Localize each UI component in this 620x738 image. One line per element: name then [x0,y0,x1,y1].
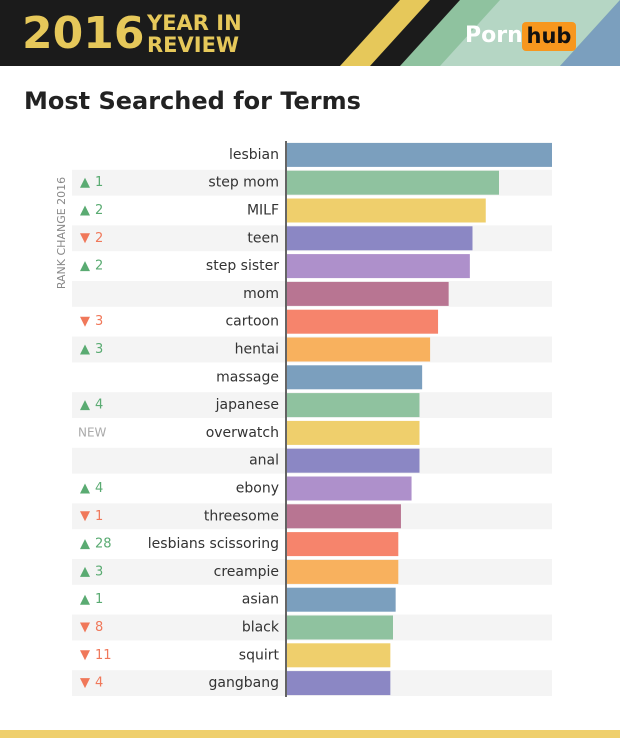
bar [287,198,486,223]
category-label: overwatch [206,425,279,441]
category-label: japanese [215,397,279,413]
category-label: mom [243,286,279,302]
rank-change: 2 [95,203,103,218]
category-label: lesbians scissoring [148,536,279,552]
bar [287,170,499,195]
category-label: threesome [204,508,279,524]
side-label: RANK CHANGE 2016 [55,177,68,289]
rank-up-icon [80,400,90,411]
rank-down-icon [80,511,90,522]
bar [287,420,420,445]
header-year: 2016 [22,8,144,59]
rank-up-icon [80,177,90,188]
category-label: hentai [235,342,279,358]
bar [287,615,393,640]
bar [287,309,439,334]
rank-change: 4 [95,676,103,691]
rank-change: 11 [95,648,112,663]
rank-change: 8 [95,620,103,635]
rank-change: 1 [95,592,103,607]
bar [287,559,399,584]
rank-up-icon [80,344,90,355]
category-label: gangbang [209,675,279,691]
rank-change: 3 [95,564,103,579]
category-label: MILF [247,203,279,219]
brand-box [522,22,576,51]
category-label: cartoon [225,314,279,330]
brand: hub [527,24,572,48]
bar [287,393,420,418]
rank-up-icon [80,566,90,577]
category-label: massage [216,369,279,385]
bar [287,532,399,557]
bar [287,142,552,167]
bar [287,337,431,362]
header-tagline: YEAR IN [146,11,242,35]
bar [287,226,473,251]
rank-change: 2 [95,259,103,274]
category-label: ebony [236,481,279,497]
bar [287,643,391,668]
footer-band [0,730,620,738]
rank-change: 1 [95,509,103,524]
bar [287,671,391,696]
rank-up-icon [80,261,90,272]
bar [287,365,423,390]
bar [287,476,412,501]
category-label: teen [247,230,279,246]
category-label: lesbian [229,147,279,163]
category-label: step sister [206,258,279,274]
category-label: anal [249,453,279,469]
rank-down-icon [80,678,90,689]
rank-change: 1 [95,175,103,190]
rank-down-icon [80,233,90,244]
rank-up-icon [80,539,90,550]
rank-up-icon [80,594,90,605]
bar [287,448,420,473]
rank-up-icon [80,205,90,216]
bar [287,254,470,279]
header-tagline: REVIEW [147,33,239,57]
bar [287,281,449,306]
bar [287,587,396,612]
rank-change: NEW [78,425,107,439]
header-decor [340,0,430,66]
category-label: squirt [239,647,280,663]
chart-title: Most Searched for Terms [24,87,361,115]
rank-change: 4 [95,398,103,413]
rank-down-icon [80,650,90,661]
rank-change: 4 [95,481,103,496]
brand: Porn [465,23,523,48]
rank-change: 3 [95,342,103,357]
category-label: creampie [214,564,279,580]
category-label: asian [242,592,279,608]
rank-change: 3 [95,314,103,329]
category-label: black [242,620,280,636]
rank-up-icon [80,483,90,494]
category-label: step mom [208,175,279,191]
rank-change: 2 [95,231,103,246]
rank-down-icon [80,622,90,633]
bar [287,504,401,529]
rank-down-icon [80,316,90,327]
rank-change: 28 [95,537,112,552]
